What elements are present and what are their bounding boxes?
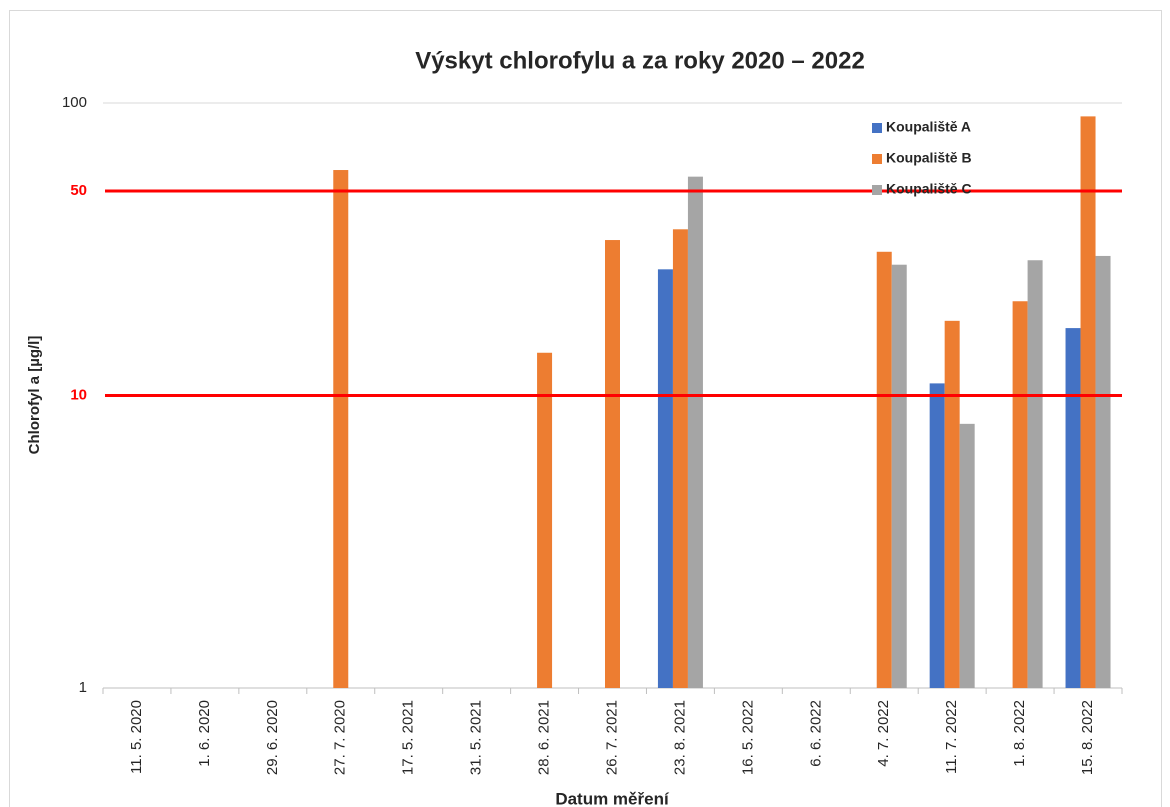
bar [537, 352, 553, 688]
x-tick-label: 29. 6. 2020 [264, 700, 281, 775]
bar [1027, 260, 1043, 688]
x-tick-label: 23. 8. 2021 [671, 700, 688, 775]
bar [1065, 328, 1081, 688]
bar [333, 170, 349, 689]
x-tick-label: 11. 7. 2022 [943, 700, 960, 774]
legend-swatch [872, 123, 882, 133]
bar [657, 269, 673, 688]
legend-label: Koupaliště C [886, 181, 972, 197]
legend-label: Koupaliště A [886, 119, 971, 135]
bar [605, 240, 620, 688]
x-tick-label: 15. 8. 2022 [1079, 700, 1096, 775]
x-tick-label: 26. 7. 2021 [603, 700, 620, 775]
bar [944, 320, 960, 688]
x-tick-label: 31. 5. 2021 [468, 700, 485, 775]
bar [1080, 116, 1096, 689]
x-tick-label: 1. 8. 2022 [1011, 700, 1028, 767]
x-tick-label: 17. 5. 2021 [400, 700, 417, 775]
x-axis-title: Datum měření [555, 789, 670, 807]
bar [959, 423, 975, 688]
x-tick-label: 1. 6. 2020 [196, 700, 213, 767]
chart-title: Výskyt chlorofylu a za roky 2020 – 2022 [415, 47, 865, 74]
y-tick-label: 10 [70, 386, 87, 403]
x-tick-label: 6. 6. 2022 [807, 700, 824, 767]
bar [891, 264, 907, 688]
legend-label: Koupaliště B [886, 150, 972, 166]
bar [687, 176, 703, 688]
legend-swatch [872, 154, 882, 164]
bar [1095, 255, 1111, 689]
x-tick-label: 4. 7. 2022 [875, 700, 892, 767]
x-tick-label: 27. 7. 2020 [332, 700, 349, 775]
x-tick-label: 16. 5. 2022 [739, 700, 756, 775]
x-tick-label: 11. 5. 2020 [128, 700, 145, 774]
bar [929, 383, 945, 688]
y-axis-title: Chlorofyl a [µg/l] [26, 336, 43, 455]
bar [876, 251, 892, 688]
y-tick-label: 100 [62, 94, 87, 111]
bar [1012, 301, 1028, 688]
y-tick-label: 1 [79, 679, 87, 696]
legend-swatch [872, 185, 882, 195]
bar [672, 229, 688, 688]
y-tick-label: 50 [70, 182, 87, 199]
x-tick-label: 28. 6. 2021 [536, 700, 553, 775]
